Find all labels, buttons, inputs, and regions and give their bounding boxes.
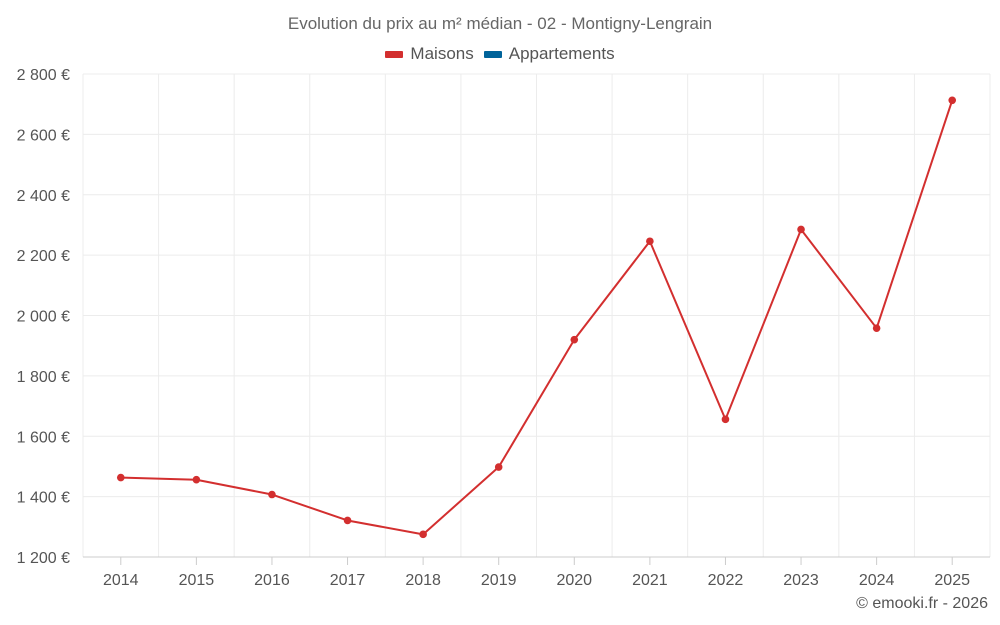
- y-tick-label: 1 200 €: [17, 550, 70, 567]
- data-point[interactable]: [419, 530, 427, 539]
- y-tick-label: 2 800 €: [17, 67, 70, 84]
- data-point[interactable]: [872, 324, 881, 332]
- x-tick-label: 2024: [859, 572, 895, 589]
- data-point[interactable]: [116, 473, 125, 482]
- data-point[interactable]: [646, 237, 654, 246]
- x-axis: 2014 2015 2016 2017 2018 2019 2020 2021 2022 2023…: [103, 557, 970, 589]
- data-point[interactable]: [570, 335, 579, 344]
- legend-swatch-maisons: [385, 50, 404, 58]
- legend-item-appartements[interactable]: Appartements: [483, 44, 615, 64]
- series-line-maisons: [120, 99, 954, 536]
- data-point[interactable]: [721, 415, 730, 424]
- x-tick-label: 2022: [708, 572, 744, 589]
- x-tick-label: 2014: [103, 572, 139, 589]
- x-tick-label: 2025: [934, 572, 970, 589]
- x-tick-label: 2015: [179, 572, 215, 589]
- y-tick-label: 2 400 €: [17, 188, 70, 205]
- y-axis: 1 200 € 1 400 € 1 600 € 1 800 € 2 000 € 2 200…: [17, 67, 70, 567]
- x-tick-label: 2021: [632, 572, 668, 589]
- x-tick-label: 2023: [783, 572, 819, 589]
- x-tick-label: 2018: [405, 572, 441, 589]
- y-tick-label: 2 200 €: [17, 248, 70, 265]
- y-tick-label: 2 000 €: [17, 309, 70, 326]
- y-tick-label: 1 600 €: [17, 429, 70, 446]
- x-tick-label: 2016: [254, 572, 290, 589]
- data-point[interactable]: [343, 516, 352, 525]
- data-point[interactable]: [797, 225, 805, 234]
- data-point[interactable]: [948, 96, 957, 105]
- data-point[interactable]: [192, 475, 201, 484]
- legend-item-maisons[interactable]: Maisons: [385, 44, 474, 64]
- y-tick-label: 1 400 €: [17, 490, 70, 507]
- y-tick-label: 1 800 €: [17, 369, 70, 386]
- legend-label-appartements: Appartements: [508, 44, 615, 63]
- x-tick-label: 2020: [556, 572, 592, 589]
- y-tick-label: 2 600 €: [17, 127, 70, 144]
- legend-swatch-appartements: [483, 50, 502, 58]
- series-layer: [116, 96, 957, 539]
- credit-text: © emooki.fr - 2026: [856, 595, 988, 612]
- x-tick-label: 2017: [330, 572, 366, 589]
- x-tick-label: 2019: [481, 572, 517, 589]
- data-point[interactable]: [494, 463, 503, 471]
- legend-label-maisons: Maisons: [410, 44, 474, 63]
- chart-title: Evolution du prix au m² médian - 02 - Mo…: [287, 14, 713, 33]
- grid-lines: [82, 73, 991, 558]
- data-point[interactable]: [268, 490, 276, 499]
- legend: Maisons Appartements: [0, 44, 1000, 64]
